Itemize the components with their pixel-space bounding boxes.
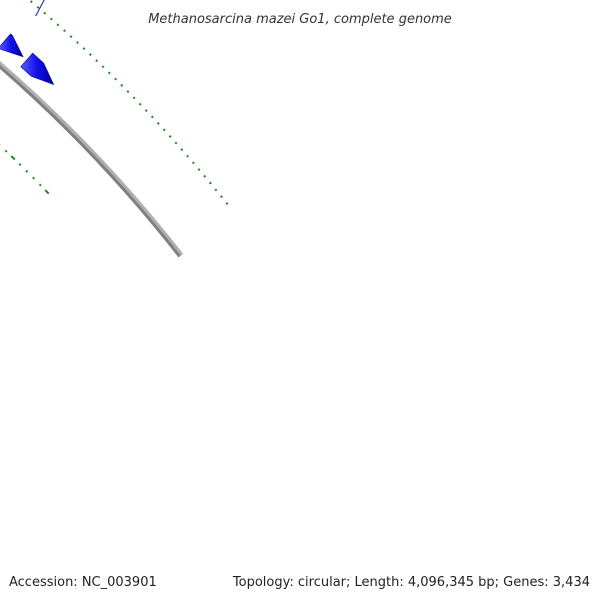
scale-minor-tick — [225, 202, 229, 205]
scale-minor-tick — [214, 188, 218, 192]
gene-track — [0, 33, 55, 86]
scale-minor-tick — [168, 135, 172, 138]
scale-minor-tick — [220, 195, 223, 199]
scale-minor-tick — [114, 77, 117, 81]
backbone-shadow — [0, 61, 184, 257]
scale-minor-tick — [101, 65, 105, 69]
scale-minor-tick — [197, 168, 201, 171]
scale-minor-tick — [49, 17, 53, 21]
scale-minor-tick — [95, 59, 99, 63]
scale-ticks: 2860 kbp2859 kbp2858 kbp2857 kbp2856 kbp… — [29, 0, 229, 205]
scale-minor-tick — [150, 115, 154, 119]
scale-minor-tick — [63, 29, 66, 33]
cds-arrow[interactable] — [0, 33, 24, 58]
scale-minor-tick — [191, 161, 195, 165]
scale-minor-tick — [186, 154, 190, 158]
scale-minor-tick — [138, 102, 142, 106]
scale-minor-tick — [120, 83, 124, 87]
backbone-line — [0, 65, 181, 258]
scale-minor-tick — [107, 71, 111, 75]
scale-minor-tick — [69, 35, 73, 39]
scale-minor-tick — [203, 174, 207, 178]
scale-minor-tick — [174, 141, 178, 145]
inner-tick-track — [0, 143, 50, 195]
dot-tick — [32, 176, 35, 180]
scale-minor-tick — [208, 181, 212, 185]
scale-minor-tick — [88, 53, 92, 57]
topology-text: Topology: circular; Length: 4,096,345 bp… — [232, 575, 590, 590]
scale-minor-tick — [82, 47, 86, 50]
scale-minor-tick — [162, 128, 166, 132]
scale-minor-tick — [56, 23, 60, 27]
dot-tick — [25, 169, 29, 173]
scale-minor-tick — [36, 6, 40, 9]
scale-minor-tick — [126, 90, 130, 94]
scale-minor-tick — [43, 11, 47, 15]
map-title: Methanosarcina mazei Go1, complete genom… — [148, 12, 452, 27]
gene-labels: MM_2397MM_2396MM_2395MM_2394MM_2393MM_23… — [35, 0, 45, 17]
scale-minor-tick — [144, 109, 148, 113]
backbone-track — [0, 61, 184, 258]
accession-text: Accession: NC_003901 — [9, 575, 157, 590]
dot-tick — [44, 189, 50, 195]
scale-minor-tick — [180, 148, 184, 152]
gene-label-leader — [35, 0, 45, 17]
cds-arrow[interactable] — [20, 52, 55, 86]
dot-tick — [4, 149, 8, 153]
scale-minor-tick — [76, 41, 79, 44]
dot-tick — [10, 155, 16, 161]
scale-minor-tick — [29, 0, 33, 4]
scale-minor-tick — [156, 122, 160, 125]
scale-minor-tick — [132, 96, 136, 100]
dot-tick — [18, 163, 22, 166]
dot-tick — [38, 183, 42, 187]
